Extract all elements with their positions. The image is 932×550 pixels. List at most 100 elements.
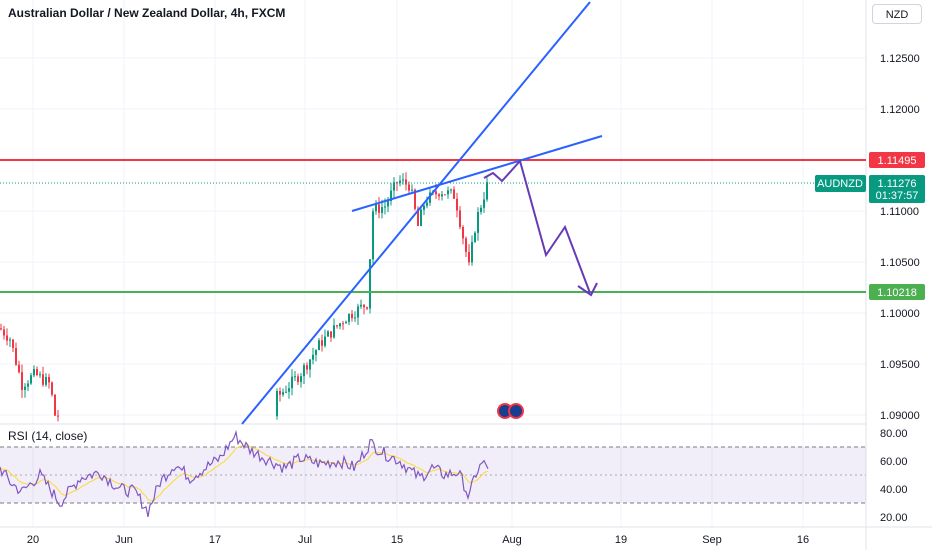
candle [474,231,476,244]
candle [357,303,359,326]
candle [6,328,8,346]
svg-text:AUDNZD: AUDNZD [817,178,863,190]
candle [15,342,17,366]
time-tick-label: 16 [797,534,809,546]
candle [33,365,35,378]
candle [483,192,485,213]
candle [18,360,20,374]
candle [453,186,455,200]
candle [45,373,47,387]
time-tick-label: Jun [115,534,133,546]
rsi-title: RSI (14, close) [8,429,87,443]
candle [372,208,374,264]
time-tick-label: 15 [391,534,403,546]
support-tag: 1.10218 [869,284,925,300]
event-flags[interactable] [497,403,524,419]
rsi-tick-label: 40.00 [880,484,908,496]
price-tick-label: 1.10000 [880,308,920,320]
candle [306,362,308,375]
candle [294,371,296,382]
price-tick-label: 1.10500 [880,257,920,269]
candle [48,373,50,389]
svg-text:1.10218: 1.10218 [877,287,917,299]
rsi-axis[interactable]: 80.00 60.00 40.00 20.00 [880,428,908,524]
candle [438,193,440,201]
svg-text:1.11495: 1.11495 [878,155,917,167]
candle [303,362,305,384]
candle [342,320,344,330]
candle [12,338,14,353]
candle [291,369,293,396]
candle [312,347,314,365]
candle [57,410,59,422]
candle [9,337,11,347]
candle [378,197,380,219]
time-tick-label: 20 [27,534,39,546]
candle [24,383,26,398]
time-tick-label: Sep [702,534,722,546]
candle [297,373,299,385]
candle [390,183,392,206]
shallow-trendline[interactable] [351,135,603,212]
current-price-tag: 1.11276 01:37:57 [869,175,925,203]
candle [360,299,362,309]
candle [54,394,56,416]
price-axis[interactable]: 1.12500 1.12000 1.11000 1.10500 1.10000 1.095… [880,53,920,422]
candle [447,186,449,199]
candle [276,388,278,420]
candle [0,323,2,331]
candle [315,349,317,362]
candle [462,225,464,245]
chart-title: Australian Dollar / New Zealand Dollar, … [8,6,285,20]
candle [477,207,479,241]
candle [36,366,38,377]
rsi-tick-label: 60.00 [880,456,908,468]
candle [348,313,350,326]
candle [318,338,320,351]
candle [345,320,347,324]
candle [39,371,41,378]
steep-trendline[interactable] [241,1,591,425]
resistance-tag: 1.11495 [869,152,925,168]
candle [399,175,401,187]
candle [411,184,413,192]
currency-button[interactable]: NZD [872,4,922,24]
candle [351,310,353,322]
candles [0,172,488,422]
svg-text:1.11276: 1.11276 [878,178,917,190]
symbol-tag: AUDNZD [815,175,866,192]
candle [366,306,368,311]
candle [279,387,281,402]
time-tick-label: 19 [615,534,627,546]
candle [309,358,311,378]
candle [363,304,365,315]
candle [354,311,356,322]
candle [405,172,407,191]
time-tick-label: Jul [298,534,312,546]
svg-text:01:37:57: 01:37:57 [876,190,919,202]
rsi-line [0,429,489,518]
candle [471,235,473,266]
rsi-tick-label: 20.00 [880,512,908,524]
candle [420,205,422,227]
time-axis[interactable]: 20 Jun 17 Jul 15 Aug 19 Sep 16 [27,534,809,546]
candle [300,372,302,388]
candle [21,364,23,398]
candle [441,191,443,201]
candle [3,325,5,340]
nz-flag-icon[interactable] [508,403,524,419]
candle [393,177,395,198]
candle [324,329,326,348]
price-tick-label: 1.09500 [880,359,920,371]
candle [375,200,377,215]
candle [333,318,335,339]
candle [444,194,446,196]
grid [0,0,866,527]
projection-path[interactable] [483,158,591,294]
time-tick-label: Aug [502,534,522,546]
candle [459,206,461,230]
candle [51,381,53,397]
candle [456,192,458,218]
price-tick-label: 1.12000 [880,104,920,116]
